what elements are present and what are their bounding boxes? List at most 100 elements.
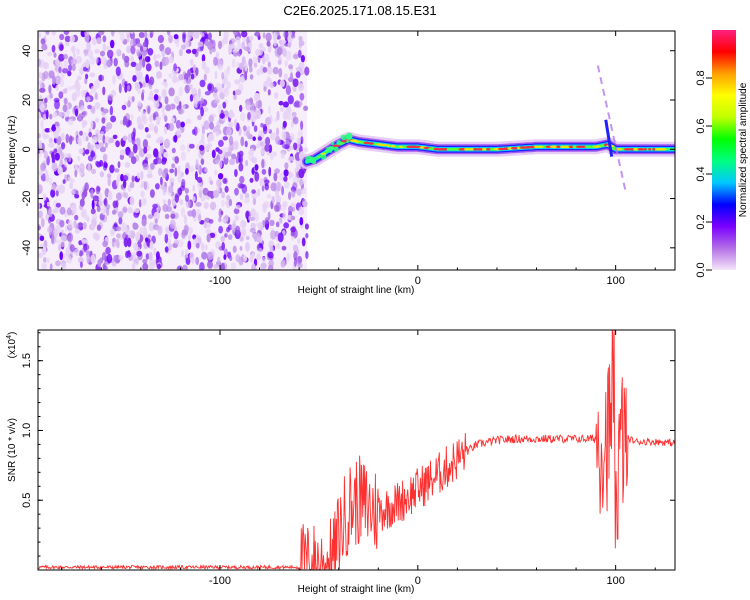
noise-blob [271,196,275,204]
noise-blob [131,262,136,270]
noise-blob [180,44,186,50]
signal-core-blob [476,148,484,151]
noise-blob [229,158,236,165]
noise-blob [292,142,298,151]
noise-blob [209,201,217,211]
noise-blob [303,147,309,153]
signal-core-blob [411,145,419,149]
noise-blob [107,49,114,59]
noise-blob [256,188,261,197]
noise-blob [163,185,167,193]
noise-blob [70,58,78,66]
noise-blob [207,143,213,149]
noise-blob [184,187,189,194]
noise-blob [83,110,88,117]
noise-blob [264,217,270,225]
noise-blob [103,199,107,205]
noise-blob [165,104,172,112]
noise-blob [177,174,182,183]
noise-blob [59,219,65,228]
noise-blob [138,71,143,79]
noise-blob [180,171,184,178]
noise-blob [77,256,84,264]
signal-core-blob [623,148,633,151]
noise-blob [275,221,280,228]
noise-blob [99,171,105,178]
signal-streak-core [604,119,614,157]
noise-blob [239,246,243,251]
noise-blob [299,92,305,101]
noise-blob [82,222,87,230]
noise-blob [263,86,267,92]
noise-blob [283,31,289,39]
noise-blob [288,191,292,200]
noise-blob [261,168,267,175]
noise-blob [147,214,154,219]
noise-blob [201,125,205,135]
noise-blob [168,34,173,44]
noise-blob [203,221,207,229]
signal-core-blob [637,148,645,151]
noise-blob [135,63,142,72]
noise-blob [134,208,140,214]
noise-blob [291,189,296,198]
noise-blob [238,162,244,172]
noise-blob [97,259,102,267]
noise-blob [184,248,189,256]
noise-blob [290,226,296,233]
snr-multiplier-close: ) [7,332,18,335]
noise-blob [242,125,247,132]
noise-blob [124,192,129,199]
noise-blob [288,156,295,161]
noise-blob [268,166,272,177]
noise-blob [52,75,56,86]
noise-blob [48,217,52,224]
noise-blob [187,240,192,250]
snr-multiplier-base: (x10 [7,338,18,358]
noise-blob [153,94,159,101]
noise-blob [170,219,176,229]
noise-blob [206,233,211,243]
noise-blob [178,48,183,57]
noise-blob [132,75,137,82]
noise-blob [297,238,301,244]
noise-blob [63,31,70,36]
noise-blob [285,85,291,96]
noise-blob [55,202,61,208]
noise-blob [145,253,150,260]
noise-blob [121,104,127,111]
noise-blob [102,86,106,96]
noise-blob [209,232,216,238]
noise-blob [90,168,97,175]
noise-blob [239,62,244,70]
noise-blob [79,198,85,207]
noise-blob [130,61,137,67]
noise-blob [92,232,99,239]
signal-core-blob [503,147,509,150]
noise-blob [106,59,112,68]
signal-core-blob [643,148,647,151]
signal-onset-blob [330,141,335,146]
noise-blob [154,218,158,224]
noise-blob [79,261,83,269]
noise-blob [67,176,72,182]
noise-blob [102,240,108,248]
noise-blob [212,190,220,198]
noise-blob [51,125,56,132]
noise-blob [231,153,237,160]
noise-blob [257,109,262,118]
noise-blob [91,199,95,210]
noise-blob [145,237,149,243]
noise-blob [218,225,224,234]
noise-blob [192,184,196,192]
noise-blob [295,66,302,73]
noise-blob [204,167,208,173]
noise-blob [201,36,206,42]
signal-core-blob [575,145,585,149]
noise-blob [112,75,116,85]
noise-blob [249,66,253,73]
snr-ticks: -100 0 100 0.5 1.0 1.5 [21,330,675,587]
noise-blob [285,138,291,147]
noise-blob [62,153,69,158]
noise-blob [198,182,204,192]
